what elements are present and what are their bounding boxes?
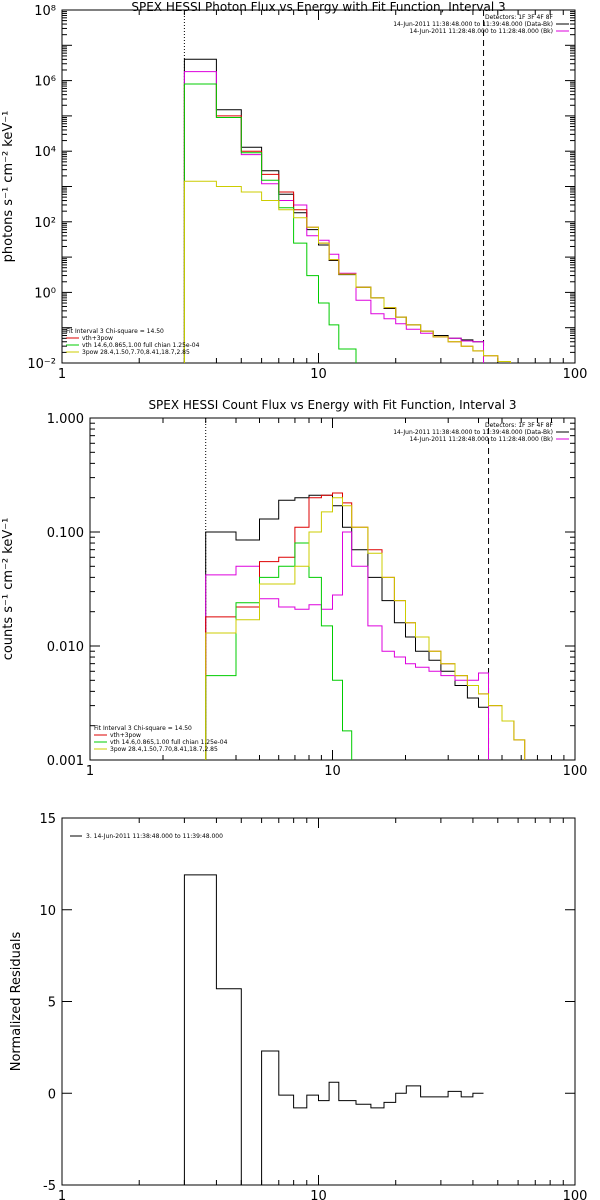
legend-bottom: Fit Interval 3 Chi-square = 14.50vth+3po… — [94, 725, 228, 753]
y-axis-label: Normalized Residuals — [9, 932, 24, 1072]
legend-top-entry: 14-Jun-2011 11:28:48.000 to 11:28:48.000… — [410, 436, 553, 443]
x-tick-label: 1 — [58, 1189, 66, 1200]
series-line-data-bk — [183, 58, 484, 363]
y-tick-label: 10⁰ — [34, 286, 56, 301]
legend-top-entry: Detectors: 1F 3F 4F 8F — [485, 14, 554, 21]
y-axis-ticks: 10⁻² 10⁰ 10² 10⁴ 10⁶ 10⁸ — [27, 4, 575, 372]
y-tick-label: 1.000 — [47, 412, 84, 427]
series-line-vth-3pow — [205, 492, 526, 760]
y-tick-label: 10⁶ — [34, 75, 56, 90]
series-line-3-14-jun-2011-11-38-48-000-to-11-39-48-000 — [183, 874, 484, 1185]
y-tick-label: 0 — [48, 1087, 56, 1102]
x-tick-label: 100 — [563, 367, 588, 382]
legend-bottom-entry: vth 14.6,0.865,1.00 full chian 1.25e-04 — [82, 342, 200, 349]
legend-top-entry: 14-Jun-2011 11:38:48.000 to 11:39:48.000… — [393, 429, 553, 436]
legend-bottom-entry: vth 14.6,0.865,1.00 full chian 1.25e-04 — [110, 739, 228, 746]
x-tick-label: 100 — [563, 764, 588, 779]
legend-bottom-entry: Fit Interval 3 Chi-square = 14.50 — [94, 725, 192, 732]
y-tick-label: -5 — [43, 1179, 56, 1194]
y-axis-ticks: -5 0 5 10 15 — [39, 812, 575, 1194]
legend-bottom-entry: Fit Interval 3 Chi-square = 14.50 — [66, 328, 164, 335]
y-tick-label: 0.100 — [47, 526, 84, 541]
y-tick-label: 0.010 — [47, 640, 84, 655]
legend-top-entry: 14-Jun-2011 11:28:48.000 to 11:28:48.000… — [410, 28, 553, 35]
legend-bottom-entry: 3pow 28.4,1.50,7.70,8.41,18.7,2.85 — [82, 349, 190, 356]
x-tick-label: 1 — [58, 367, 66, 382]
y-tick-label: 0.001 — [47, 754, 84, 769]
series-group — [183, 58, 511, 363]
series-line-3pow — [205, 497, 526, 760]
y-tick-label: 10² — [34, 216, 56, 231]
chart-2: SPEX HESSI Count Flux vs Energy with Fit… — [1, 398, 587, 779]
y-axis-label: counts s⁻¹ cm⁻² keV⁻¹ — [1, 518, 16, 661]
series-group — [183, 874, 484, 1185]
series-line-bk — [183, 71, 484, 363]
series-line-vth — [183, 83, 372, 363]
y-tick-label: 10 — [39, 904, 56, 919]
y-tick-label: 10⁻² — [27, 357, 56, 372]
y-tick-label: 15 — [39, 812, 56, 827]
y-axis-ticks: 0.001 0.010 0.100 1.000 — [47, 412, 575, 769]
chart-1: SPEX HESSI Photon Flux vs Energy with Fi… — [1, 0, 587, 382]
y-tick-label: 10⁸ — [34, 4, 56, 19]
series-line-bk — [205, 531, 489, 760]
legend-bottom: Fit Interval 3 Chi-square = 14.50vth+3po… — [66, 328, 200, 356]
legend: 3. 14-Jun-2011 11:38:48.000 to 11:39:48.… — [70, 833, 223, 840]
chart-title: SPEX HESSI Count Flux vs Energy with Fit… — [148, 398, 516, 412]
x-tick-label: 100 — [563, 1189, 588, 1200]
series-line-3pow — [183, 180, 511, 363]
legend-entry: 3. 14-Jun-2011 11:38:48.000 to 11:39:48.… — [86, 833, 223, 840]
legend-bottom-entry: vth+3pow — [110, 732, 141, 739]
legend-top-entry: 14-Jun-2011 11:38:48.000 to 11:39:48.000… — [393, 21, 553, 28]
legend-top-entry: Detectors: 1F 3F 4F 8F — [485, 422, 554, 429]
x-tick-label: 10 — [310, 367, 327, 382]
x-axis-ticks: 1 10 100 — [58, 818, 588, 1200]
x-tick-label: 10 — [324, 764, 341, 779]
plot-frame — [61, 9, 576, 364]
y-tick-label: 10⁴ — [34, 145, 56, 160]
series-line-vth-3pow — [183, 83, 511, 363]
y-axis-label: photons s⁻¹ cm⁻² keV⁻¹ — [1, 111, 16, 263]
series-line-data-bk — [205, 494, 489, 760]
legend-bottom-entry: vth+3pow — [82, 335, 113, 342]
legend-bottom-entry: 3pow 28.4,1.50,7.70,8.41,18.7,2.85 — [110, 746, 218, 753]
chart-3: 1 10 100 -5 0 5 10 15 Normalized Residuals 3. 14-… — [9, 812, 587, 1200]
y-tick-label: 5 — [48, 996, 56, 1011]
plot-frame — [61, 817, 576, 1186]
x-tick-label: 10 — [310, 1189, 327, 1200]
x-axis-ticks: 1 10 100 — [58, 10, 588, 382]
series-line-vth — [205, 542, 369, 760]
x-axis-ticks: 1 10 100 — [86, 418, 588, 779]
series-group — [205, 492, 526, 760]
x-tick-label: 1 — [86, 764, 94, 779]
